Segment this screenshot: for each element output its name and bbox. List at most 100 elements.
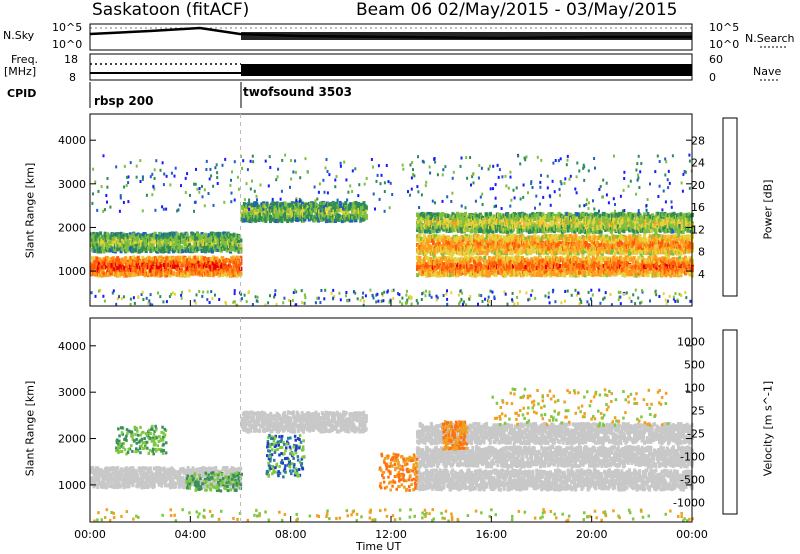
power-cell [232, 260, 236, 265]
power-cell [251, 210, 255, 215]
power-cell [177, 245, 181, 249]
power-cell [452, 247, 456, 252]
nsearch-right-tick-top: 10^5 [709, 21, 740, 34]
power-cell [271, 200, 275, 205]
power-cell [226, 271, 230, 276]
power-cell [196, 255, 199, 260]
nsky-label: N.Sky [3, 29, 35, 42]
power-cell [310, 216, 313, 221]
power-cell [617, 212, 621, 217]
power-cell [503, 247, 507, 252]
power-cell [674, 216, 678, 221]
power-cell [237, 240, 241, 244]
power-cell [582, 213, 586, 218]
power-cell [297, 201, 301, 206]
power-cell [131, 249, 134, 254]
power-cell [583, 223, 587, 228]
power-cell [564, 215, 568, 220]
power-cell [340, 219, 344, 224]
power-cell [181, 249, 185, 254]
power-cell [473, 245, 477, 250]
power-cell [519, 225, 523, 229]
power-cell [159, 263, 163, 268]
power-cell [656, 211, 660, 216]
power-cell [303, 217, 307, 222]
power-cell [516, 251, 520, 256]
power-cell [102, 271, 106, 276]
power-cell [243, 218, 247, 223]
power-cell [96, 265, 100, 270]
power-cell [207, 248, 211, 253]
power-cell [449, 245, 453, 250]
power-cell [119, 249, 123, 254]
power-cell [416, 237, 420, 242]
power-cell [499, 229, 503, 234]
power-cell [283, 211, 287, 216]
power-cell [596, 230, 600, 234]
power-cell [460, 227, 464, 232]
power-cell [320, 217, 324, 222]
power-cell [294, 212, 298, 217]
power-cell [285, 204, 288, 209]
power-cell [282, 214, 286, 218]
power-cell [437, 234, 441, 239]
power-cell [344, 201, 348, 205]
power-cell [476, 240, 480, 245]
power-cell [489, 211, 493, 216]
power-cell [587, 215, 591, 220]
power-cell [310, 214, 313, 219]
power-cell [649, 222, 653, 227]
power-cell [280, 202, 284, 207]
power-cell [505, 249, 508, 254]
power-cell [639, 214, 643, 219]
power-cell [432, 241, 435, 246]
power-cell [417, 213, 421, 218]
power-cell [518, 221, 522, 226]
power-cell [229, 259, 233, 263]
power-cell [622, 229, 626, 234]
power-cell [446, 236, 450, 241]
power-cell [221, 237, 225, 242]
power-cell [121, 247, 125, 252]
power-cell [253, 205, 256, 210]
power-cell [473, 238, 477, 243]
power-cell [364, 205, 368, 210]
power-cell [429, 216, 433, 221]
power-cell [355, 205, 359, 210]
power-cell [354, 218, 358, 223]
nsky-noise-band [241, 32, 692, 40]
power-cell [191, 248, 195, 253]
power-cell [205, 263, 209, 268]
power-cell [116, 265, 120, 270]
power-cell [435, 216, 439, 221]
power-cell [591, 229, 595, 234]
power-cell [596, 212, 600, 217]
power-cell [649, 217, 653, 222]
power-cell [158, 236, 162, 241]
power-cell [201, 248, 205, 253]
power-cell [125, 273, 129, 278]
power-cell [417, 216, 421, 221]
power-cell [689, 217, 693, 222]
power-cell [286, 219, 290, 223]
power-cell [354, 200, 358, 205]
power-cell [125, 266, 129, 271]
power-cell [324, 207, 328, 212]
power-cell [599, 229, 603, 234]
power-cell [428, 214, 432, 219]
power-cell [420, 218, 424, 223]
power-cell [112, 240, 116, 245]
power-cell [531, 218, 535, 223]
power-cell [669, 218, 673, 223]
power-cell [491, 244, 495, 249]
power-cell [620, 211, 624, 216]
power-cell [273, 201, 277, 206]
power-cell [180, 268, 184, 273]
freq-label: Freq. [11, 53, 39, 66]
power-cell [119, 271, 123, 276]
power-cell [151, 246, 155, 251]
power-cell [307, 217, 311, 222]
power-cell [533, 217, 537, 221]
power-cell [176, 233, 180, 238]
power-cell [595, 215, 599, 220]
